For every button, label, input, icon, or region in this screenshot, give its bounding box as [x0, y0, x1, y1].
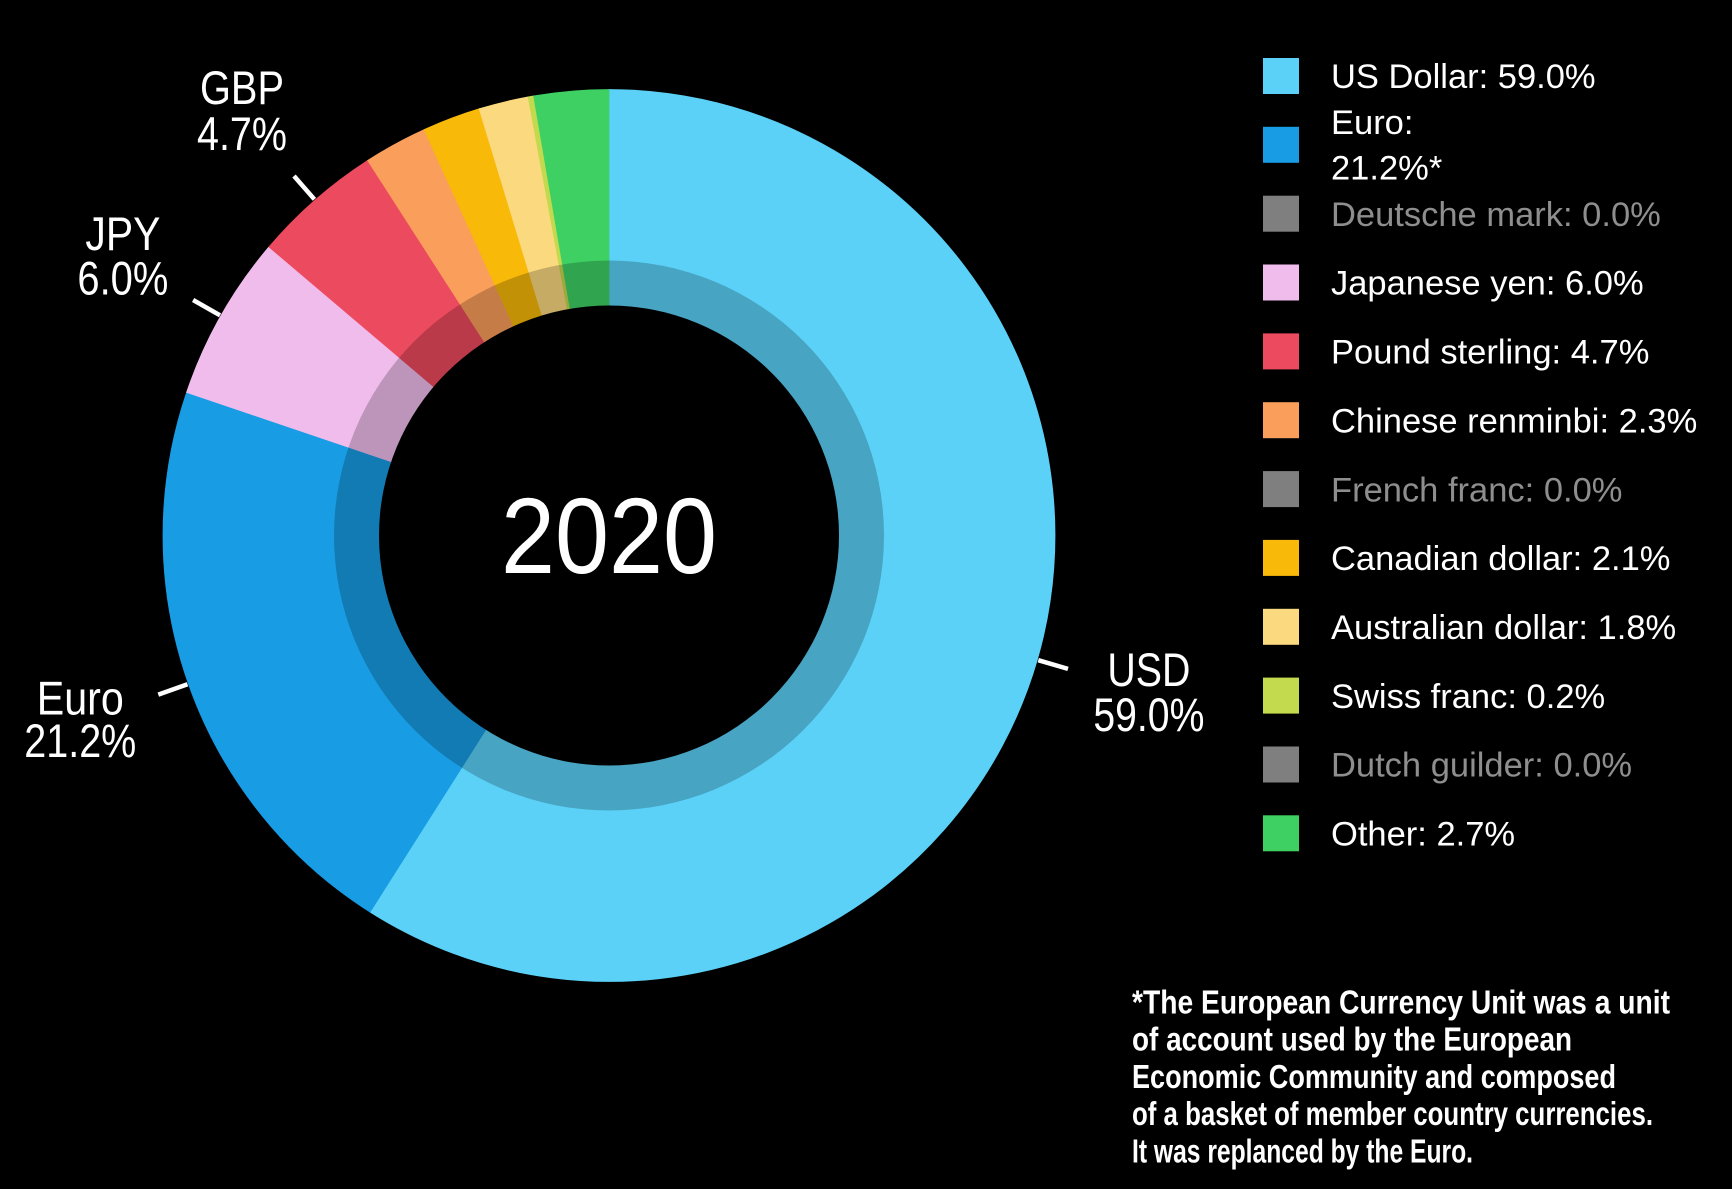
svg-text:Economic Community and compose: Economic Community and composed — [1132, 1059, 1616, 1096]
svg-text:21.2%*: 21.2%* — [1331, 150, 1442, 188]
svg-text:Dutch guilder: 0.0%: Dutch guilder: 0.0% — [1331, 747, 1632, 785]
svg-text:6.0%: 6.0% — [77, 251, 168, 304]
svg-text:Chinese renminbi: 2.3%: Chinese renminbi: 2.3% — [1331, 402, 1697, 440]
svg-text:2020: 2020 — [501, 475, 717, 596]
svg-text:Euro:: Euro: — [1331, 104, 1413, 142]
svg-text:Other: 2.7%: Other: 2.7% — [1331, 816, 1515, 854]
svg-text:Swiss franc: 0.2%: Swiss franc: 0.2% — [1331, 678, 1605, 716]
svg-text:of a basket of member country: of a basket of member country currencies… — [1132, 1096, 1653, 1133]
svg-text:GBP: GBP — [200, 61, 284, 114]
svg-text:59.0%: 59.0% — [1093, 688, 1204, 741]
svg-text:US Dollar: 59.0%: US Dollar: 59.0% — [1331, 58, 1596, 96]
svg-text:French franc: 0.0%: French franc: 0.0% — [1331, 471, 1622, 509]
svg-text:4.7%: 4.7% — [197, 107, 287, 160]
svg-text:Canadian dollar: 2.1%: Canadian dollar: 2.1% — [1331, 540, 1670, 578]
svg-text:JPY: JPY — [85, 207, 160, 260]
svg-text:*The European Currency Unit wa: *The European Currency Unit was a unit — [1132, 985, 1670, 1022]
svg-text:of account used by the Europea: of account used by the European — [1132, 1022, 1572, 1059]
svg-text:Pound sterling: 4.7%: Pound sterling: 4.7% — [1331, 334, 1649, 372]
svg-text:Australian dollar: 1.8%: Australian dollar: 1.8% — [1331, 609, 1676, 647]
svg-text:Euro: Euro — [37, 671, 124, 724]
svg-text:21.2%: 21.2% — [24, 714, 136, 767]
svg-text:Japanese yen: 6.0%: Japanese yen: 6.0% — [1331, 265, 1644, 303]
svg-text:Deutsche mark: 0.0%: Deutsche mark: 0.0% — [1331, 196, 1661, 234]
svg-text:It was replanced by the Euro.: It was replanced by the Euro. — [1132, 1133, 1473, 1170]
svg-text:USD: USD — [1107, 643, 1190, 696]
